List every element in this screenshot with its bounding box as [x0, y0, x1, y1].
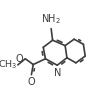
Text: O: O: [28, 77, 35, 87]
Text: N: N: [54, 68, 61, 78]
Text: NH$_2$: NH$_2$: [41, 12, 61, 26]
Text: CH$_3$: CH$_3$: [0, 59, 17, 71]
Text: O: O: [15, 54, 23, 64]
